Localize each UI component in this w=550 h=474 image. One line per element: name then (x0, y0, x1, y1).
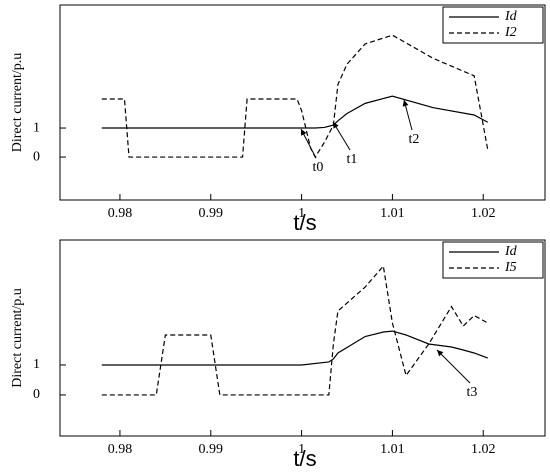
legend-label: Id (504, 244, 518, 259)
x-tick-label: 1 (298, 442, 305, 457)
arrow-head (437, 350, 444, 357)
x-tick-label: 1.01 (380, 206, 405, 221)
legend-label: I2 (504, 25, 517, 40)
y-axis-label: Direct current/p.u (10, 288, 25, 388)
x-tick-label: 0.98 (108, 442, 133, 457)
annotation: t3 (467, 385, 478, 400)
series-line (101, 95, 489, 129)
y-axis-label: Direct current/p.u (10, 53, 25, 153)
plot-frame (59, 239, 546, 437)
x-tick-label: 0.98 (108, 206, 133, 221)
x-tick-label: 1.02 (471, 206, 496, 221)
series-line (101, 330, 488, 366)
x-tick-label: 1.01 (380, 442, 405, 457)
annotation: t0 (313, 160, 324, 175)
legend-box (442, 241, 544, 279)
annotation: t2 (409, 132, 420, 147)
annotation: t1 (347, 152, 358, 167)
y-tick-label: 0 (33, 387, 40, 402)
arrow-head (402, 100, 409, 107)
legend-label: I5 (504, 260, 517, 275)
x-tick-label: 0.99 (199, 442, 224, 457)
x-tick-label: 1 (298, 206, 305, 221)
series-line (101, 264, 489, 396)
plot-frame (59, 4, 546, 201)
x-tick-label: 0.99 (199, 206, 224, 221)
x-axis-label: t/s (293, 210, 316, 235)
y-tick-label: 1 (33, 357, 40, 372)
x-axis-label: t/s (293, 446, 316, 471)
y-tick-label: 1 (33, 120, 40, 135)
legend-box (442, 6, 544, 44)
annotation-arrow (436, 349, 471, 384)
arrow-head (333, 122, 339, 129)
y-tick-label: 0 (33, 149, 40, 164)
series-line (101, 34, 489, 159)
x-tick-label: 1.02 (471, 442, 496, 457)
legend-label: Id (504, 9, 518, 24)
arrow-head (301, 129, 307, 136)
